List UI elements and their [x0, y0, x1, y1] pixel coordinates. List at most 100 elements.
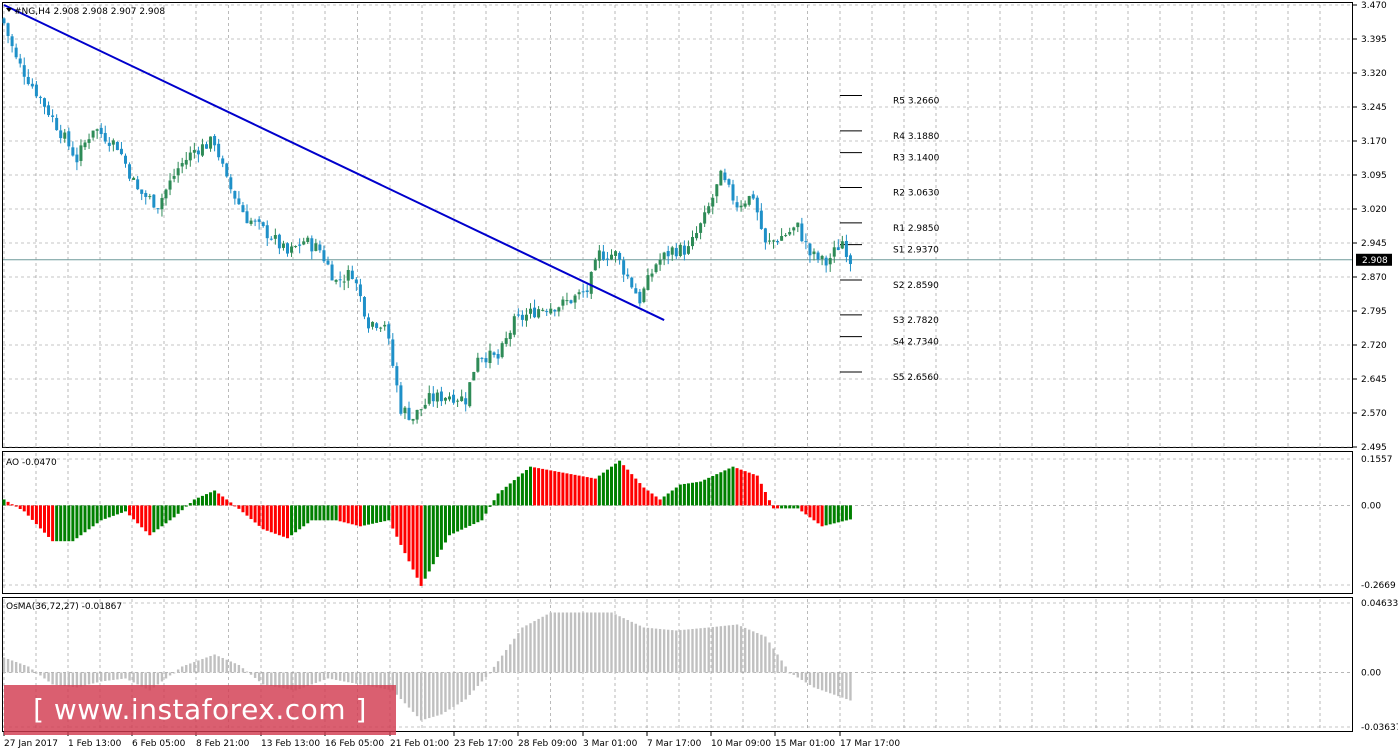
candle-body — [731, 184, 735, 201]
osma-tick-label: 0.00 — [1361, 668, 1381, 678]
candle-body — [119, 148, 123, 155]
osma-tick-label: -0.03637 — [1361, 723, 1398, 733]
ao-bar — [739, 469, 743, 506]
ao-bar — [788, 505, 792, 509]
price-tick-label: 2.495 — [1361, 443, 1387, 453]
ao-bar — [26, 505, 30, 516]
candle-body — [435, 392, 439, 402]
osma-bar — [367, 672, 370, 686]
candle-body — [322, 250, 326, 262]
candle-body — [557, 307, 561, 312]
osma-bar — [448, 672, 451, 710]
candle-body — [6, 23, 10, 36]
osma-bar — [176, 669, 180, 673]
ao-bar — [245, 505, 249, 516]
ao-bar — [43, 505, 46, 533]
osma-bar — [496, 661, 500, 673]
candle-body — [205, 144, 208, 149]
osma-bar — [752, 631, 755, 673]
ao-bar — [99, 505, 103, 521]
candle-body — [448, 396, 451, 400]
candle-body — [646, 275, 650, 290]
ao-bar — [221, 496, 225, 506]
osma-bar — [95, 672, 99, 683]
candle-body — [71, 147, 75, 156]
candle-body — [298, 244, 302, 246]
ao-bar — [601, 472, 605, 506]
osma-bar — [820, 672, 824, 691]
osma-bar — [525, 625, 528, 673]
ao-bar — [719, 472, 723, 506]
osma-bar — [472, 672, 475, 691]
candle-body — [630, 277, 634, 288]
ao-panel — [2, 451, 1353, 594]
candle-body — [346, 269, 350, 281]
pivot-label: S2 2.8590 — [893, 281, 939, 291]
candle-body — [354, 279, 358, 284]
ao-bar — [286, 505, 289, 539]
ao-bar — [804, 505, 808, 515]
candle-body — [529, 308, 532, 314]
ao-bar — [225, 499, 229, 506]
ao-bar — [703, 479, 707, 506]
ao-bar — [241, 505, 245, 513]
candle-body — [800, 223, 804, 242]
osma-bar — [347, 672, 350, 683]
candle-body — [512, 316, 516, 335]
ao-bar — [516, 476, 520, 506]
osma-bar — [217, 656, 220, 673]
osma-bar — [302, 672, 305, 688]
osma-bar — [602, 612, 605, 673]
candle-body — [399, 385, 403, 414]
osma-bar — [460, 672, 463, 702]
ao-bar — [55, 505, 59, 542]
ao-bar — [6, 501, 10, 506]
ao-bar — [71, 505, 75, 542]
osma-bar — [197, 660, 200, 673]
osma-bar — [480, 672, 484, 682]
pivot-label: S5 2.6560 — [893, 373, 939, 383]
candle-body — [419, 409, 423, 411]
ao-bar — [654, 496, 658, 506]
candle-body — [47, 105, 51, 116]
osma-bar — [561, 612, 565, 673]
candle-body — [30, 83, 34, 87]
candle-body — [326, 260, 330, 265]
candle-body — [605, 258, 609, 260]
osma-bar — [715, 626, 718, 673]
ao-bar — [780, 505, 784, 509]
trendline[interactable] — [3, 4, 665, 321]
candle-body — [371, 321, 375, 327]
price-candles — [2, 17, 852, 425]
ao-bar — [460, 505, 464, 530]
candle-body — [828, 258, 832, 265]
osma-bar — [266, 672, 269, 686]
osma-bar — [695, 628, 698, 673]
osma-bar — [152, 672, 156, 688]
ao-bar — [322, 505, 326, 521]
osma-bar — [395, 672, 399, 695]
candle-body — [367, 317, 370, 329]
candle-body — [237, 198, 241, 205]
osma-bar — [549, 612, 552, 673]
candle-body — [334, 279, 338, 282]
osma-bar — [606, 612, 609, 673]
candle-body — [541, 309, 545, 311]
osma-bar — [193, 661, 196, 673]
ao-bar — [2, 499, 6, 506]
ao-bar — [553, 471, 557, 506]
candle-body — [79, 145, 83, 161]
ao-bar — [836, 505, 840, 523]
price-tick-label: 2.720 — [1361, 341, 1387, 351]
dropdown-arrow-icon[interactable] — [6, 8, 12, 12]
candle-body — [504, 338, 508, 344]
candle-body — [213, 135, 217, 146]
osma-bar — [249, 672, 253, 675]
ao-bar — [763, 492, 767, 506]
time-tick-label: 28 Feb 09:00 — [518, 739, 577, 749]
osma-bar — [634, 623, 637, 673]
osma-bar — [411, 672, 415, 712]
osma-bar — [233, 663, 237, 673]
candle-body — [18, 58, 22, 64]
